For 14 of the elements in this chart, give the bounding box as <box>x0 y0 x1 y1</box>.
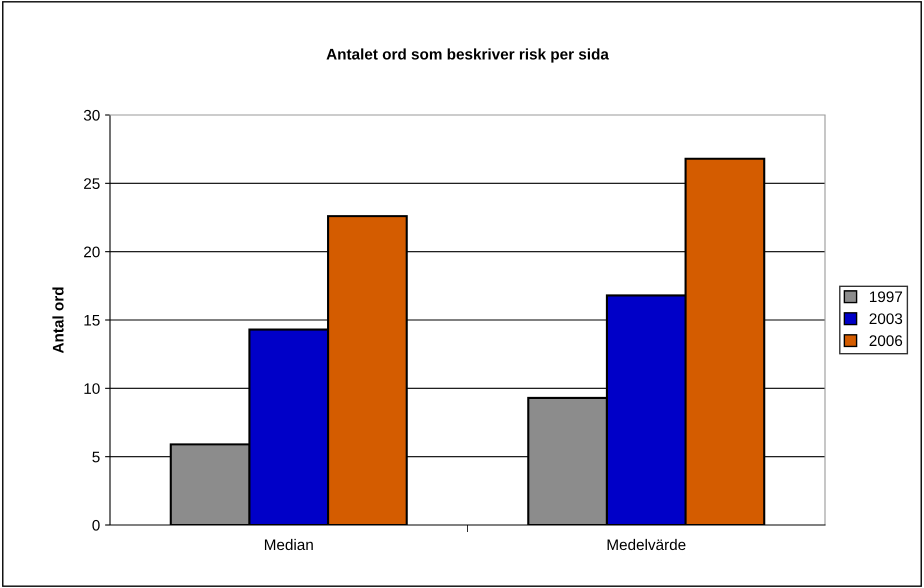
x-tick-label: Median <box>264 538 313 550</box>
chart-title: Antalet ord som beskriver risk per sida <box>326 48 609 63</box>
legend-label: 2003 <box>870 313 902 324</box>
y-tick-label: 15 <box>84 315 100 326</box>
y-tick-label: 25 <box>84 178 100 190</box>
y-axis-title: Antal ord <box>52 287 64 354</box>
legend-label: 2006 <box>870 335 902 346</box>
y-tick-label: 0 <box>92 520 100 531</box>
y-tick-label: 30 <box>84 110 100 121</box>
y-tick-label: 20 <box>84 246 100 258</box>
y-tick-label: 5 <box>92 452 100 462</box>
y-tick-label: 10 <box>84 383 100 394</box>
legend-label: 1997 <box>870 291 902 302</box>
x-tick-label: Medelvärde <box>608 538 686 550</box>
